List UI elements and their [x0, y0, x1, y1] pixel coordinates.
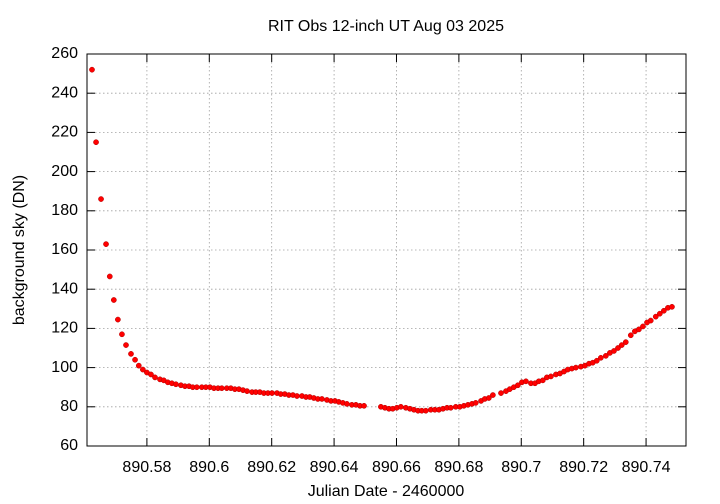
y-tick-label: 60 [60, 437, 78, 454]
point [115, 316, 121, 323]
y-axis-label: background sky (DN) [11, 175, 28, 325]
x-tick-label: 890.68 [434, 459, 483, 476]
point [669, 303, 675, 310]
y-tick-label: 140 [51, 280, 78, 297]
x-tick-label: 890.58 [122, 459, 171, 476]
point [106, 273, 113, 280]
point [93, 139, 99, 146]
point [269, 390, 275, 396]
y-tick-label: 180 [51, 202, 78, 219]
point [344, 401, 350, 407]
y-tick-label: 80 [60, 398, 78, 415]
y-tick-label: 200 [51, 163, 78, 180]
point [398, 403, 404, 410]
point [611, 348, 617, 354]
point [523, 378, 529, 385]
point [447, 404, 454, 411]
point [110, 297, 117, 303]
point [244, 388, 250, 394]
point [602, 352, 609, 359]
point [647, 317, 654, 324]
point [485, 395, 492, 401]
point [218, 385, 225, 392]
point [593, 357, 600, 364]
chart-title: RIT Obs 12-inch UT Aug 03 2025 [268, 18, 504, 35]
x-tick-label: 890.74 [622, 459, 671, 476]
y-tick-label: 260 [51, 45, 78, 62]
x-tick-label: 890.62 [247, 459, 296, 476]
point [132, 356, 138, 363]
point [294, 393, 300, 399]
x-axis-label: Julian Date - 2460000 [308, 483, 465, 500]
point [622, 339, 629, 345]
point [615, 345, 621, 351]
point [640, 323, 646, 330]
point [514, 382, 521, 389]
point [660, 307, 667, 314]
point [490, 392, 496, 398]
point [319, 396, 325, 402]
point [361, 402, 367, 409]
point [139, 366, 146, 373]
plot-border [86, 53, 687, 447]
point [636, 326, 642, 333]
y-tick-label: 240 [51, 84, 78, 101]
point [173, 381, 179, 388]
point [193, 384, 200, 391]
point [627, 332, 634, 339]
y-tick-label: 120 [51, 320, 78, 337]
point [152, 374, 158, 381]
point [98, 196, 104, 202]
point [89, 66, 95, 73]
x-tick-label: 890.7 [501, 459, 541, 476]
point [498, 390, 504, 396]
point [123, 342, 129, 348]
point [128, 351, 134, 357]
x-tick-label: 890.6 [189, 459, 229, 476]
x-tick-label: 890.64 [310, 459, 359, 476]
point [652, 313, 659, 320]
point [548, 373, 554, 380]
y-tick-label: 160 [51, 241, 78, 258]
point [135, 362, 142, 369]
point [119, 331, 125, 338]
point [597, 354, 604, 361]
point [656, 310, 663, 317]
y-tick-label: 100 [51, 359, 78, 376]
point [618, 342, 625, 348]
point [422, 407, 429, 414]
y-tick-label: 220 [51, 124, 78, 141]
x-tick-label: 890.66 [372, 459, 421, 476]
point [539, 377, 546, 384]
x-tick-label: 890.72 [559, 459, 608, 476]
point [472, 400, 479, 406]
point [103, 241, 109, 247]
point [148, 371, 154, 378]
point [573, 364, 579, 371]
